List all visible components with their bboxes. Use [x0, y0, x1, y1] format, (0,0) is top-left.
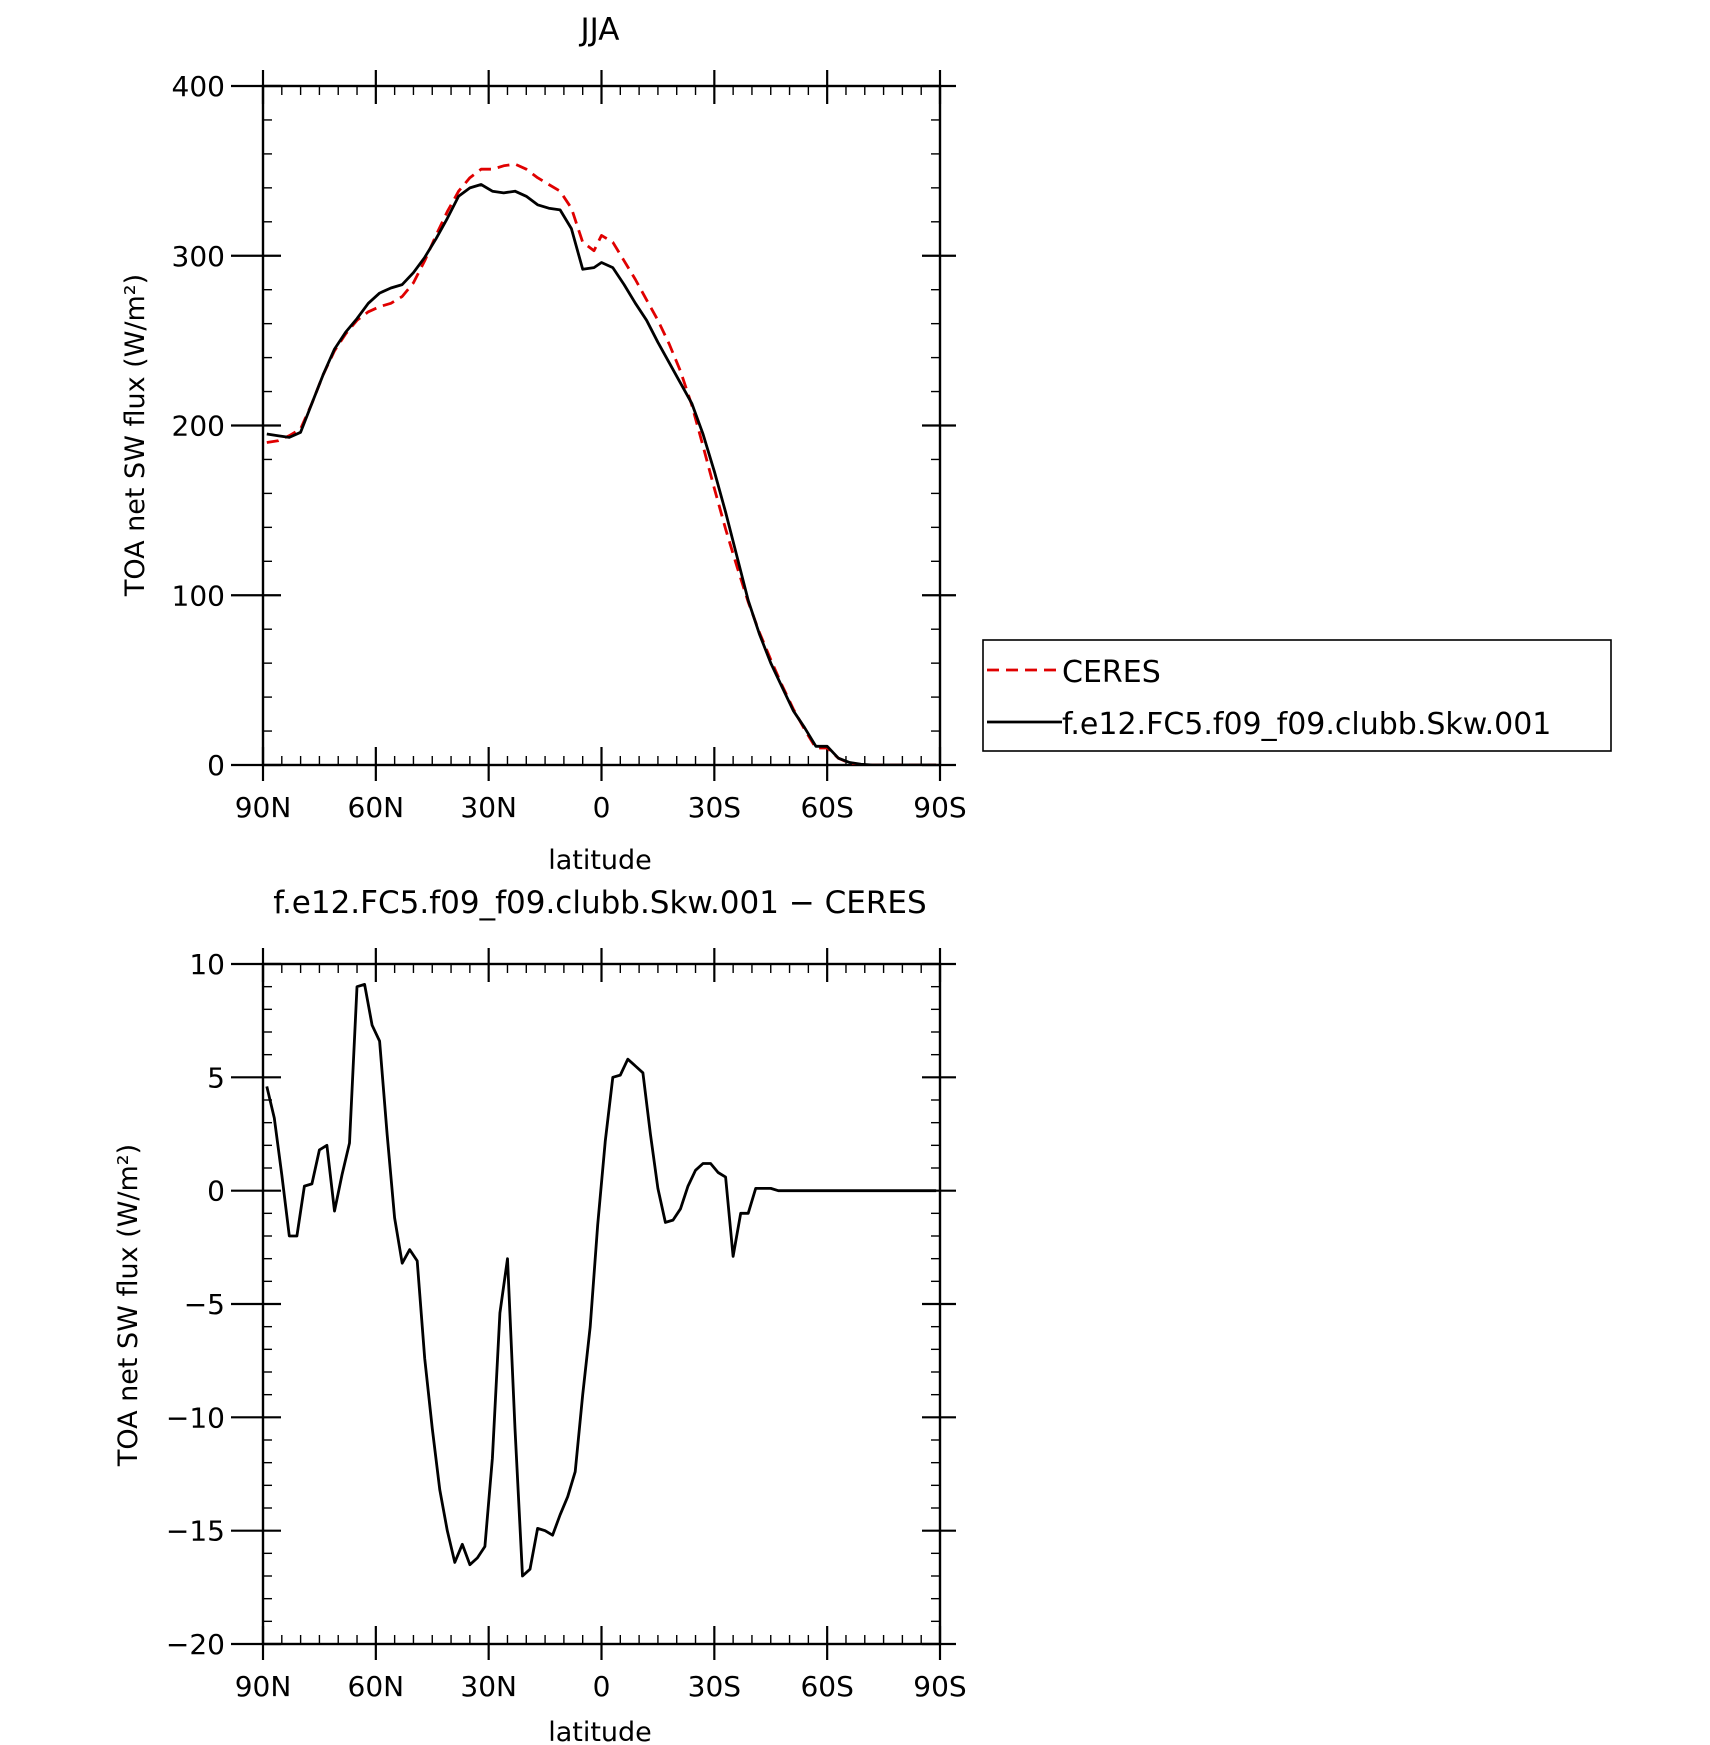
legend-label-model: f.e12.FC5.f09_f09.clubb.Skw.001 — [1062, 707, 1551, 742]
bottom-chart-title: f.e12.FC5.f09_f09.clubb.Skw.001 − CERES — [273, 885, 926, 921]
series-line-difference — [265, 983, 937, 1578]
series-line-ceres — [266, 162, 937, 765]
x-tick-label: 60N — [348, 1670, 405, 1703]
x-tick-label: 30N — [460, 791, 517, 824]
bottom-y-axis-label: TOA net SW flux (W/m²) — [113, 1144, 144, 1467]
y-tick-label: −15 — [166, 1515, 225, 1548]
x-tick-label: 30S — [688, 791, 741, 824]
top-plot-area: 90N 60N 30N 0 30S 60S 90S 0 100 200 300 400 — [172, 70, 967, 824]
y-tick-label: −20 — [166, 1628, 225, 1661]
y-tick-label: 300 — [172, 240, 225, 273]
x-tick-label: 30S — [688, 1670, 741, 1703]
x-tick-label: 90N — [235, 791, 292, 824]
y-tick-label: 100 — [172, 579, 225, 612]
bottom-plot-area: 90N 60N 30N 0 30S 60S 90S −20 −15 −10 −5 0 5 10 — [166, 948, 967, 1703]
y-tick-label: 200 — [172, 410, 225, 443]
legend-label-ceres: CERES — [1062, 655, 1161, 690]
x-tick-label: 30N — [460, 1670, 517, 1703]
x-tick-label: 60N — [348, 791, 405, 824]
x-tick-label: 60S — [800, 791, 853, 824]
y-tick-label: 400 — [172, 70, 225, 103]
plot-frame — [261, 962, 942, 1646]
x-tick-label: 0 — [593, 791, 611, 824]
y-tick-label: 0 — [207, 1175, 225, 1208]
x-tick-label: 90S — [913, 1670, 966, 1703]
y-tick-label: 0 — [207, 749, 225, 782]
y-tick-label: −10 — [166, 1401, 225, 1434]
top-y-axis-label: TOA net SW flux (W/m²) — [120, 274, 151, 597]
x-tick-label: 90S — [913, 791, 966, 824]
x-tick-label: 0 — [593, 1670, 611, 1703]
legend: CERES f.e12.FC5.f09_f09.clubb.Skw.001 — [982, 639, 1612, 752]
y-tick-label: 5 — [207, 1061, 225, 1094]
top-panel: JJA 90N 60N 30N 0 30S 60S 90S 0 100 200 300 400 lat… — [120, 12, 1612, 876]
y-tick-label: 10 — [189, 948, 225, 981]
x-tick-label: 90N — [235, 1670, 292, 1703]
bottom-panel: f.e12.FC5.f09_f09.clubb.Skw.001 − CERES … — [113, 885, 967, 1745]
x-tick-label: 60S — [800, 1670, 853, 1703]
series-line-f-e12-fc5-f09-f09-clubb-skw-001 — [266, 183, 937, 765]
top-x-axis-label: latitude — [548, 845, 652, 876]
top-chart-title: JJA — [579, 12, 620, 48]
plot-frame — [261, 84, 942, 767]
y-tick-label: −5 — [184, 1288, 225, 1321]
legend-box — [982, 639, 1612, 752]
bottom-x-axis-label: latitude — [548, 1717, 652, 1745]
